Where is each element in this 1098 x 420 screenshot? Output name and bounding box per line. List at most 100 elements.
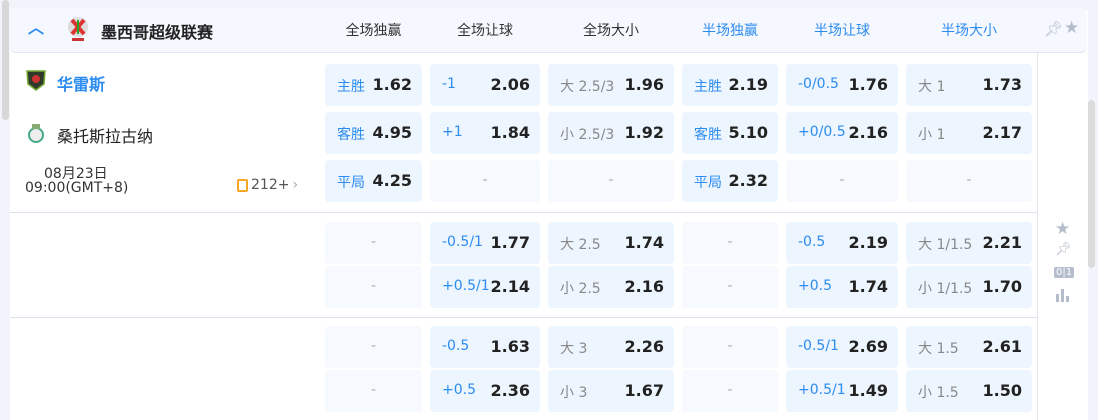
odds-cell-empty: -	[682, 370, 778, 412]
odds-cell[interactable]: 客胜 5.10	[682, 112, 778, 154]
odds-cell-empty: -	[325, 222, 422, 264]
odds-cell[interactable]: -0.5/1 2.69	[786, 326, 898, 368]
odds-cell[interactable]: -0.5 1.63	[430, 326, 540, 368]
odds-label: 主胜	[694, 79, 722, 95]
odds-cell[interactable]: 平局 4.25	[325, 160, 422, 202]
odds-value: 1.92	[624, 123, 664, 142]
empty-dash: -	[727, 278, 733, 294]
empty-dash: -	[370, 382, 377, 398]
odds-cell[interactable]: -0.5 2.19	[786, 222, 898, 264]
odds-value: 2.06	[490, 75, 530, 94]
odds-cell-empty: -	[325, 266, 422, 308]
odds-cell[interactable]: +0.5/1 1.49	[786, 370, 898, 412]
odds-label: 大 1/1.5	[918, 237, 973, 253]
odds-label: -0/0.5	[798, 76, 839, 92]
score-icon[interactable]: 0|1	[1054, 267, 1075, 278]
odds-label: -0.5/1	[798, 338, 839, 354]
pin-icon[interactable]: 📌︎	[1044, 20, 1064, 38]
home-team-logo	[26, 70, 46, 91]
odds-cell[interactable]: -0.5/1 1.77	[430, 222, 540, 264]
more-markets-link[interactable]: 212+ ›	[237, 177, 298, 193]
odds-cell[interactable]: +0.5 2.36	[430, 370, 540, 412]
scrollbar[interactable]	[1088, 100, 1095, 268]
match-date: 08月23日	[44, 166, 108, 182]
group-divider	[10, 212, 1038, 213]
group-divider	[10, 317, 1038, 318]
odds-cell[interactable]: 大 1/1.5 2.21	[906, 222, 1032, 264]
collapse-chevron-icon[interactable]: ︿	[28, 18, 45, 37]
odds-value: 1.84	[490, 123, 530, 142]
stats-icon[interactable]	[1055, 287, 1071, 303]
odds-cell[interactable]: +0.5 1.74	[786, 266, 898, 308]
odds-label: 小 3	[560, 385, 588, 401]
odds-value: 1.70	[982, 277, 1022, 296]
odds-label: 客胜	[694, 127, 722, 143]
odds-cell[interactable]: 主胜 2.19	[682, 64, 778, 106]
odds-cell[interactable]: 大 1.5 2.61	[906, 326, 1032, 368]
pin-icon[interactable]: 📌︎	[1055, 242, 1072, 257]
odds-value: 1.74	[624, 233, 664, 252]
odds-label: 主胜	[337, 79, 365, 95]
odds-label: -1	[442, 76, 456, 92]
odds-cell[interactable]: 小 2.5/3 1.92	[548, 112, 674, 154]
odds-cell[interactable]: 大 1 1.73	[906, 64, 1032, 106]
empty-dash: -	[370, 234, 377, 250]
odds-label: 客胜	[337, 127, 365, 143]
odds-label: 小 2.5	[560, 281, 601, 297]
odds-cell[interactable]: 客胜 4.95	[325, 112, 422, 154]
odds-value: 1.96	[624, 75, 664, 94]
odds-cell[interactable]: 主胜 1.62	[325, 64, 422, 106]
odds-cell-empty: -	[786, 160, 898, 202]
odds-cell[interactable]: 小 1.5 1.50	[906, 370, 1032, 412]
odds-value: 1.67	[624, 381, 664, 400]
odds-label: -0.5/1	[442, 234, 483, 250]
odds-value: 5.10	[728, 123, 768, 142]
odds-cell[interactable]: -1 2.06	[430, 64, 540, 106]
odds-cell[interactable]: +0.5/1 2.14	[430, 266, 540, 308]
side-divider	[1037, 52, 1038, 420]
away-team-name[interactable]: 桑托斯拉古纳	[57, 127, 154, 146]
odds-cell[interactable]: 平局 2.32	[682, 160, 778, 202]
odds-label: +0.5	[442, 382, 476, 398]
odds-value: 2.19	[848, 233, 888, 252]
odds-cell[interactable]: +0/0.5 2.16	[786, 112, 898, 154]
league-logo	[68, 17, 88, 41]
column-header: 全场让球	[457, 23, 513, 39]
odds-cell-empty: -	[906, 160, 1032, 202]
empty-dash: -	[727, 382, 733, 398]
odds-cell[interactable]: 大 3 2.26	[548, 326, 674, 368]
column-header: 全场大小	[583, 23, 639, 39]
odds-cell[interactable]: 小 1/1.5 1.70	[906, 266, 1032, 308]
odds-cell[interactable]: -0/0.5 1.76	[786, 64, 898, 106]
odds-cell[interactable]: 大 2.5 1.74	[548, 222, 674, 264]
empty-dash: -	[966, 172, 972, 188]
home-team-name[interactable]: 华雷斯	[57, 75, 106, 94]
odds-value: 2.26	[624, 337, 664, 356]
odds-cell-empty: -	[682, 222, 778, 264]
odds-cell[interactable]: +1 1.84	[430, 112, 540, 154]
odds-label: -0.5	[798, 234, 826, 250]
star-icon[interactable]: ★	[1064, 18, 1080, 38]
markets-icon	[237, 178, 248, 192]
odds-value: 2.36	[490, 381, 530, 400]
odds-value: 2.21	[982, 233, 1022, 252]
left-scrollbar[interactable]	[2, 0, 9, 120]
odds-cell-empty: -	[325, 370, 422, 412]
odds-value: 1.49	[848, 381, 888, 400]
match-time: 09:00(GMT+8)	[25, 180, 129, 196]
odds-value: 2.69	[848, 337, 888, 356]
odds-value: 1.62	[372, 75, 412, 94]
odds-value: 1.73	[982, 75, 1022, 94]
odds-cell[interactable]: 小 3 1.67	[548, 370, 674, 412]
odds-cell[interactable]: 大 2.5/3 1.96	[548, 64, 674, 106]
odds-label: +1	[442, 124, 463, 140]
odds-cell[interactable]: 小 2.5 2.16	[548, 266, 674, 308]
odds-cell-empty: -	[325, 326, 422, 368]
odds-label: +0.5	[798, 278, 832, 294]
odds-label: 大 1.5	[918, 341, 959, 357]
odds-cell[interactable]: 小 1 2.17	[906, 112, 1032, 154]
odds-value: 2.14	[490, 277, 530, 296]
column-header: 半场独赢	[702, 23, 758, 39]
star-icon[interactable]: ★	[1055, 219, 1071, 239]
odds-label: +0/0.5	[798, 124, 846, 140]
